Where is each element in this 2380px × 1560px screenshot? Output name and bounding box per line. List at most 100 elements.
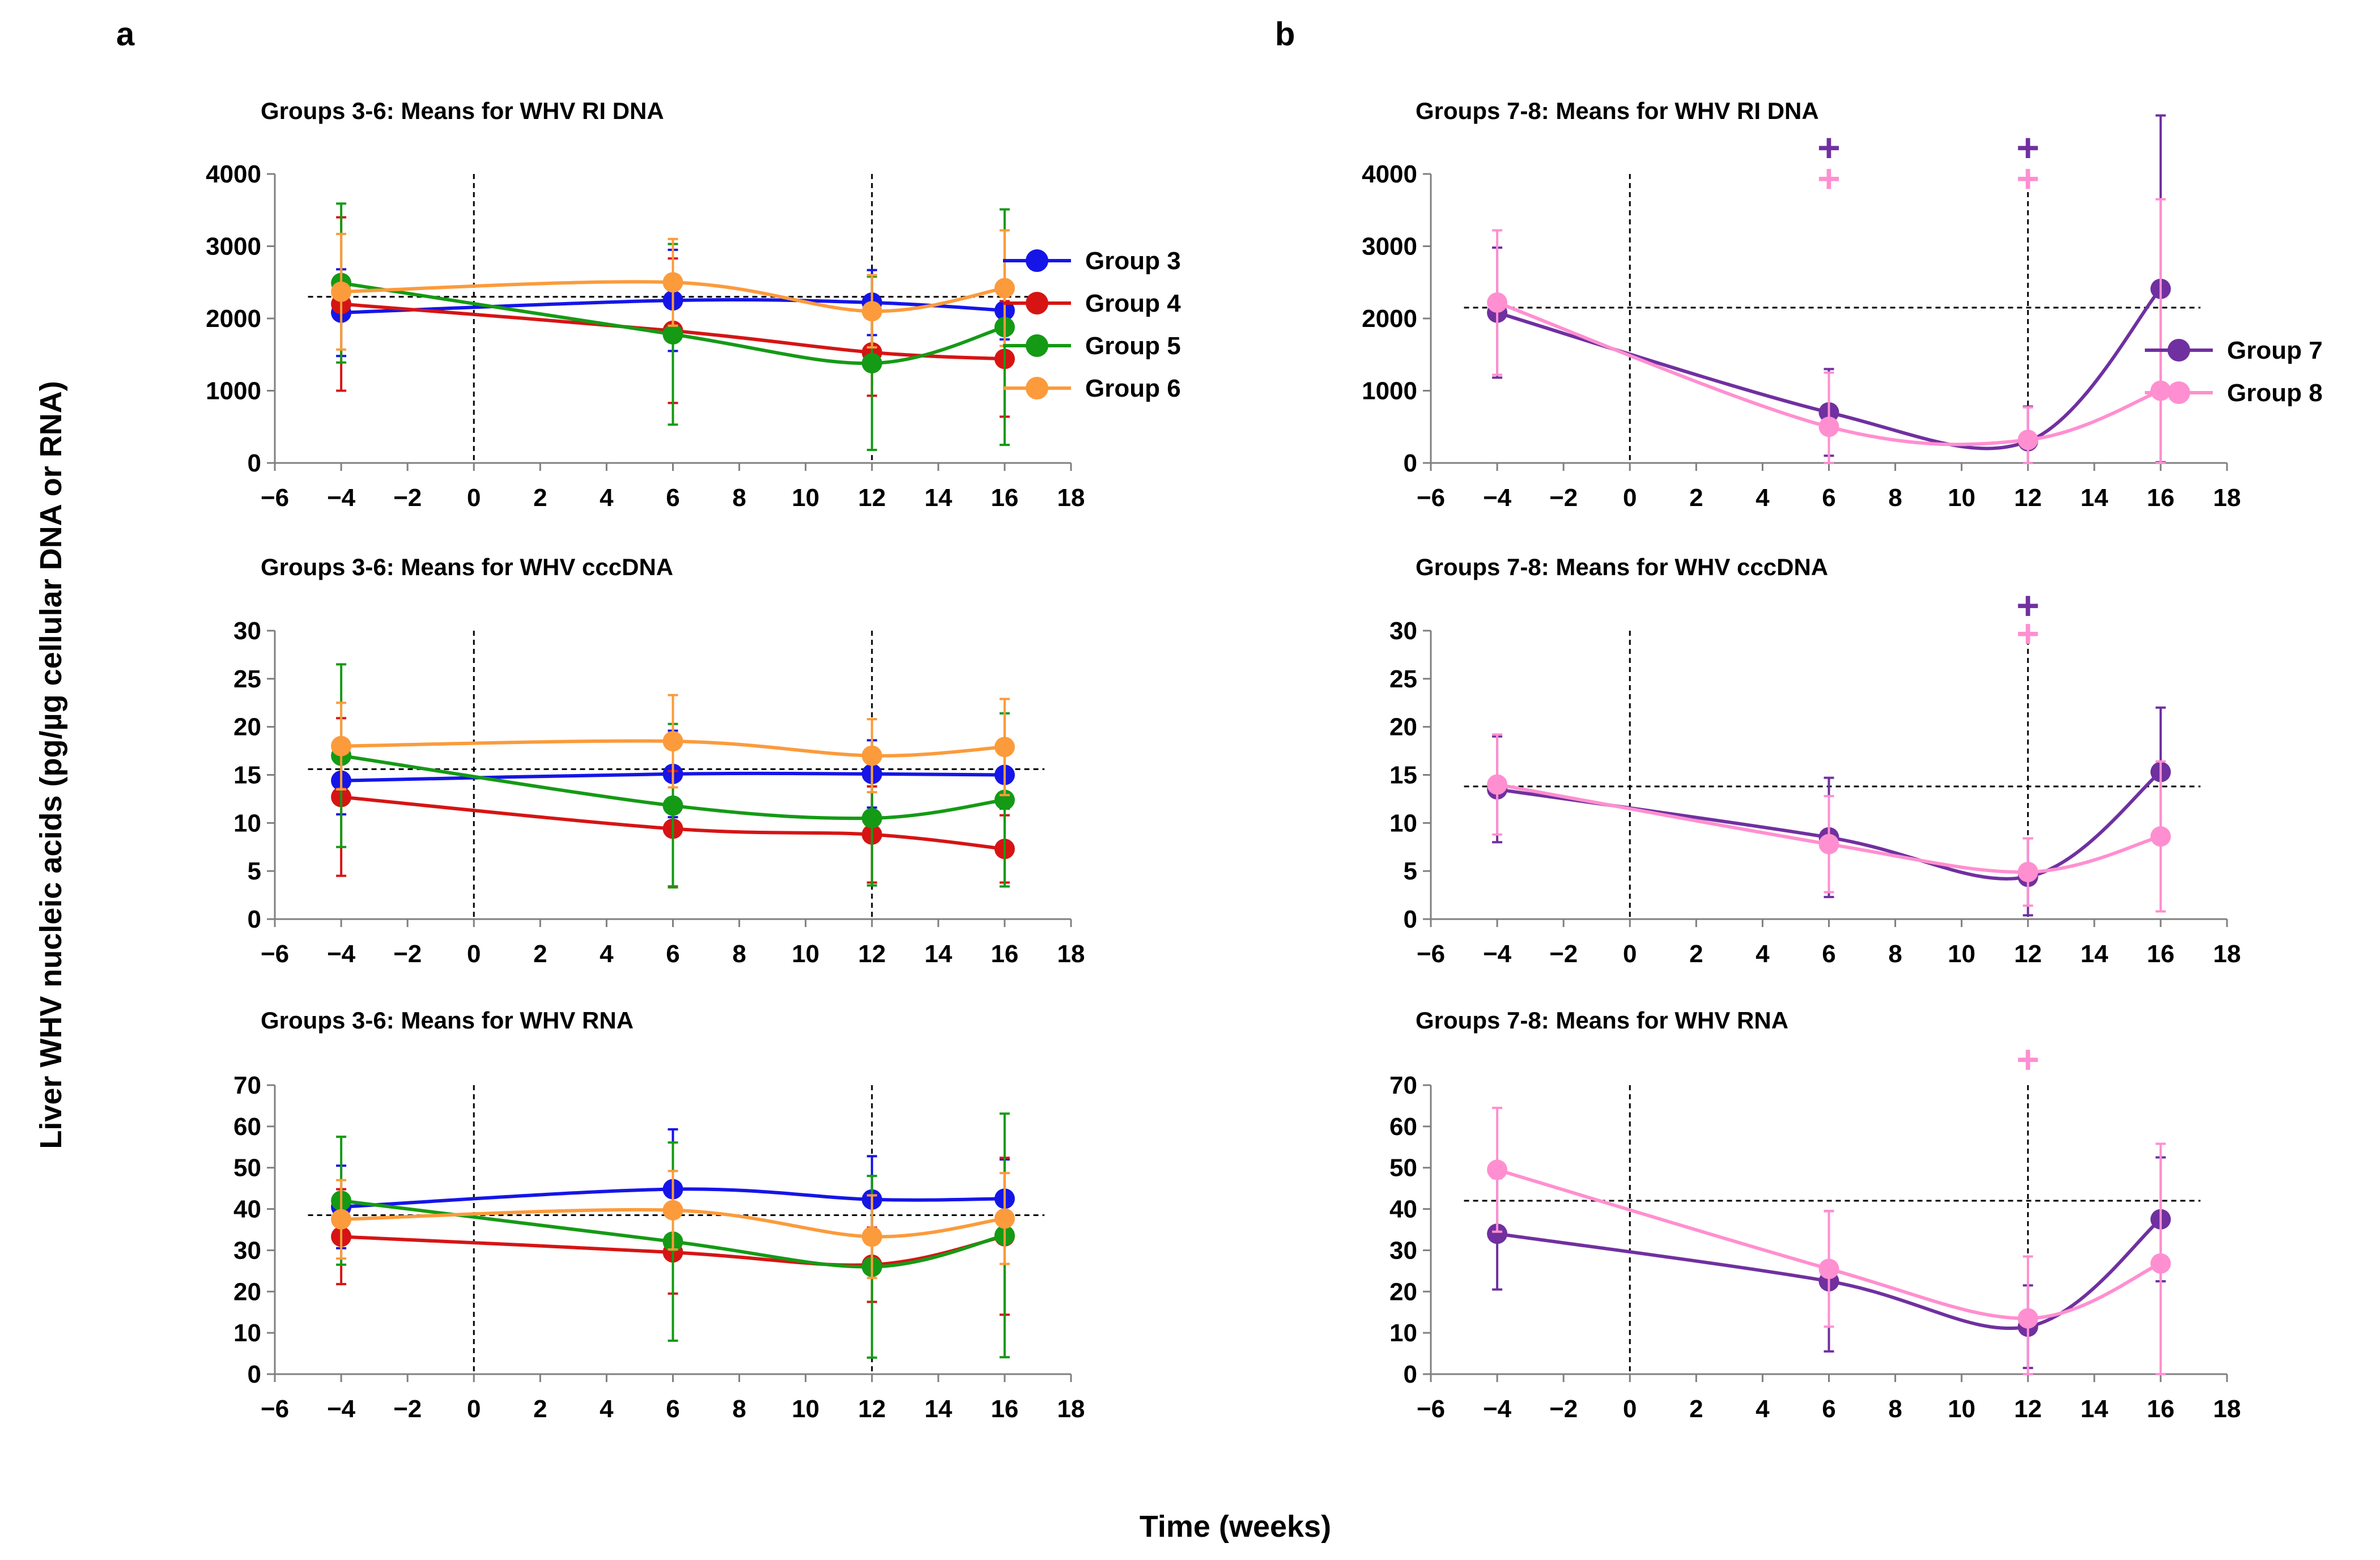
y-tick-label: 15 (233, 762, 261, 789)
data-point (662, 731, 683, 752)
x-tick-label: 10 (1948, 1395, 1975, 1423)
y-tick-label: 10 (233, 809, 261, 837)
series-line (341, 302, 1005, 361)
data-point (2150, 1253, 2171, 1274)
chart-a3: Groups 3-6: Means for WHV RNA01020304050… (233, 1007, 1085, 1423)
series-line (1497, 301, 2161, 447)
x-tick-label: 12 (2014, 484, 2042, 512)
legend-marker (1026, 377, 1048, 399)
series-line (1497, 1168, 2162, 1320)
significance-marker: + (2016, 584, 2039, 628)
x-tick-label: 14 (2080, 484, 2108, 512)
legend-marker (2168, 381, 2190, 404)
x-tick-label: 0 (467, 484, 481, 512)
legend-marker (1026, 334, 1048, 357)
series-group-6 (331, 229, 1015, 351)
y-tick-label: 0 (1404, 449, 1417, 477)
x-tick-label: 14 (924, 940, 952, 968)
chart-a1: Groups 3-6: Means for WHV RI DNA 0 1000 200… (206, 97, 1181, 512)
x-tick-label: 8 (1888, 940, 1902, 968)
data-point (1487, 774, 1508, 795)
significance-marker: + (2016, 156, 2039, 201)
x-tick-label: 2 (533, 940, 547, 968)
series-group-8 (1487, 198, 2171, 464)
chart-title: Groups 3-6: Means for WHV cccDNA (261, 554, 673, 580)
data-point (331, 1209, 352, 1230)
x-tick-label: 10 (792, 1395, 819, 1423)
data-point (861, 1226, 882, 1247)
x-tick-label: 12 (2014, 940, 2042, 968)
series-line (341, 1208, 1005, 1239)
y-tick-label: 5 (248, 857, 261, 885)
y-tick-label: 20 (233, 1278, 261, 1306)
y-tick-label: 70 (1389, 1072, 1417, 1099)
x-tick-label: −2 (393, 940, 422, 968)
significance-marker: + (1817, 125, 1841, 169)
x-tick-label: 18 (2213, 1395, 2241, 1423)
series-line (341, 771, 1005, 783)
x-tick-label: 12 (858, 484, 886, 512)
x-tick-label: −2 (1549, 1395, 1578, 1423)
y-tick-label: 2000 (1362, 305, 1417, 333)
data-point (1487, 292, 1508, 313)
x-tick-label: 4 (1756, 1395, 1770, 1423)
x-tick-label: 16 (991, 484, 1018, 512)
x-tick-label: −4 (1483, 1395, 1512, 1423)
chart-a2: Groups 3-6: Means for WHV cccDNA05101520… (233, 554, 1085, 968)
x-tick-label: 6 (1822, 1395, 1835, 1423)
significance-marker: + (1817, 156, 1841, 201)
data-point (1818, 834, 1839, 855)
series-line (1497, 1218, 2162, 1331)
x-tick-label: 14 (924, 484, 952, 512)
x-tick-label: −6 (1417, 1395, 1445, 1423)
legend-marker (2168, 339, 2190, 362)
significance-marker: + (2016, 1037, 2039, 1081)
y-tick-label: 20 (1389, 713, 1417, 741)
y-tick-label: 1000 (206, 377, 261, 405)
x-tick-label: 8 (732, 1395, 746, 1423)
y-tick-label: 15 (1389, 762, 1417, 789)
series-line (341, 754, 1005, 821)
data-point (861, 807, 882, 828)
series-group-6 (331, 694, 1015, 797)
x-tick-label: 2 (533, 484, 547, 512)
x-tick-label: 0 (467, 940, 481, 968)
x-tick-label: 8 (1888, 484, 1902, 512)
y-tick-label: 2000 (206, 305, 261, 333)
data-point (662, 1200, 683, 1221)
charts-layer: Groups 3-6: Means for WHV RI DNA01000200… (206, 97, 2323, 1423)
significance-marker: + (2016, 125, 2039, 169)
x-tick-label: 0 (1623, 484, 1637, 512)
x-tick-label: 10 (1948, 940, 1975, 968)
x-tick-label: −4 (327, 1395, 356, 1423)
data-point (861, 353, 882, 374)
x-tick-label: 18 (2213, 940, 2241, 968)
y-tick-label: 1000 (1362, 377, 1417, 405)
x-tick-label: 18 (1057, 484, 1085, 512)
y-tick-label: 60 (1389, 1113, 1417, 1141)
x-tick-label: −4 (327, 940, 356, 968)
x-tick-label: −2 (393, 1395, 422, 1423)
x-tick-label: 0 (1623, 940, 1637, 968)
x-tick-label: 16 (991, 1395, 1018, 1423)
x-tick-label: 12 (858, 940, 886, 968)
x-tick-label: 12 (2014, 1395, 2042, 1423)
y-tick-label: 4000 (206, 160, 261, 188)
chart-title: Groups 7-8: Means for WHV RI DNA (1416, 97, 1819, 124)
x-tick-label: −6 (1417, 940, 1445, 968)
x-tick-label: 14 (2080, 1395, 2108, 1423)
data-point (2150, 380, 2171, 401)
data-point (861, 301, 882, 322)
data-point (994, 278, 1015, 299)
x-tick-label: 4 (1756, 940, 1770, 968)
x-tick-label: 0 (467, 1395, 481, 1423)
data-point (2017, 430, 2038, 450)
data-point (662, 324, 683, 345)
data-point (662, 795, 683, 816)
y-tick-label: 3000 (1362, 233, 1417, 261)
x-tick-label: 8 (732, 940, 746, 968)
panel-a-letter: a (116, 16, 135, 53)
series-line (341, 280, 1005, 313)
data-point (1818, 416, 1839, 437)
